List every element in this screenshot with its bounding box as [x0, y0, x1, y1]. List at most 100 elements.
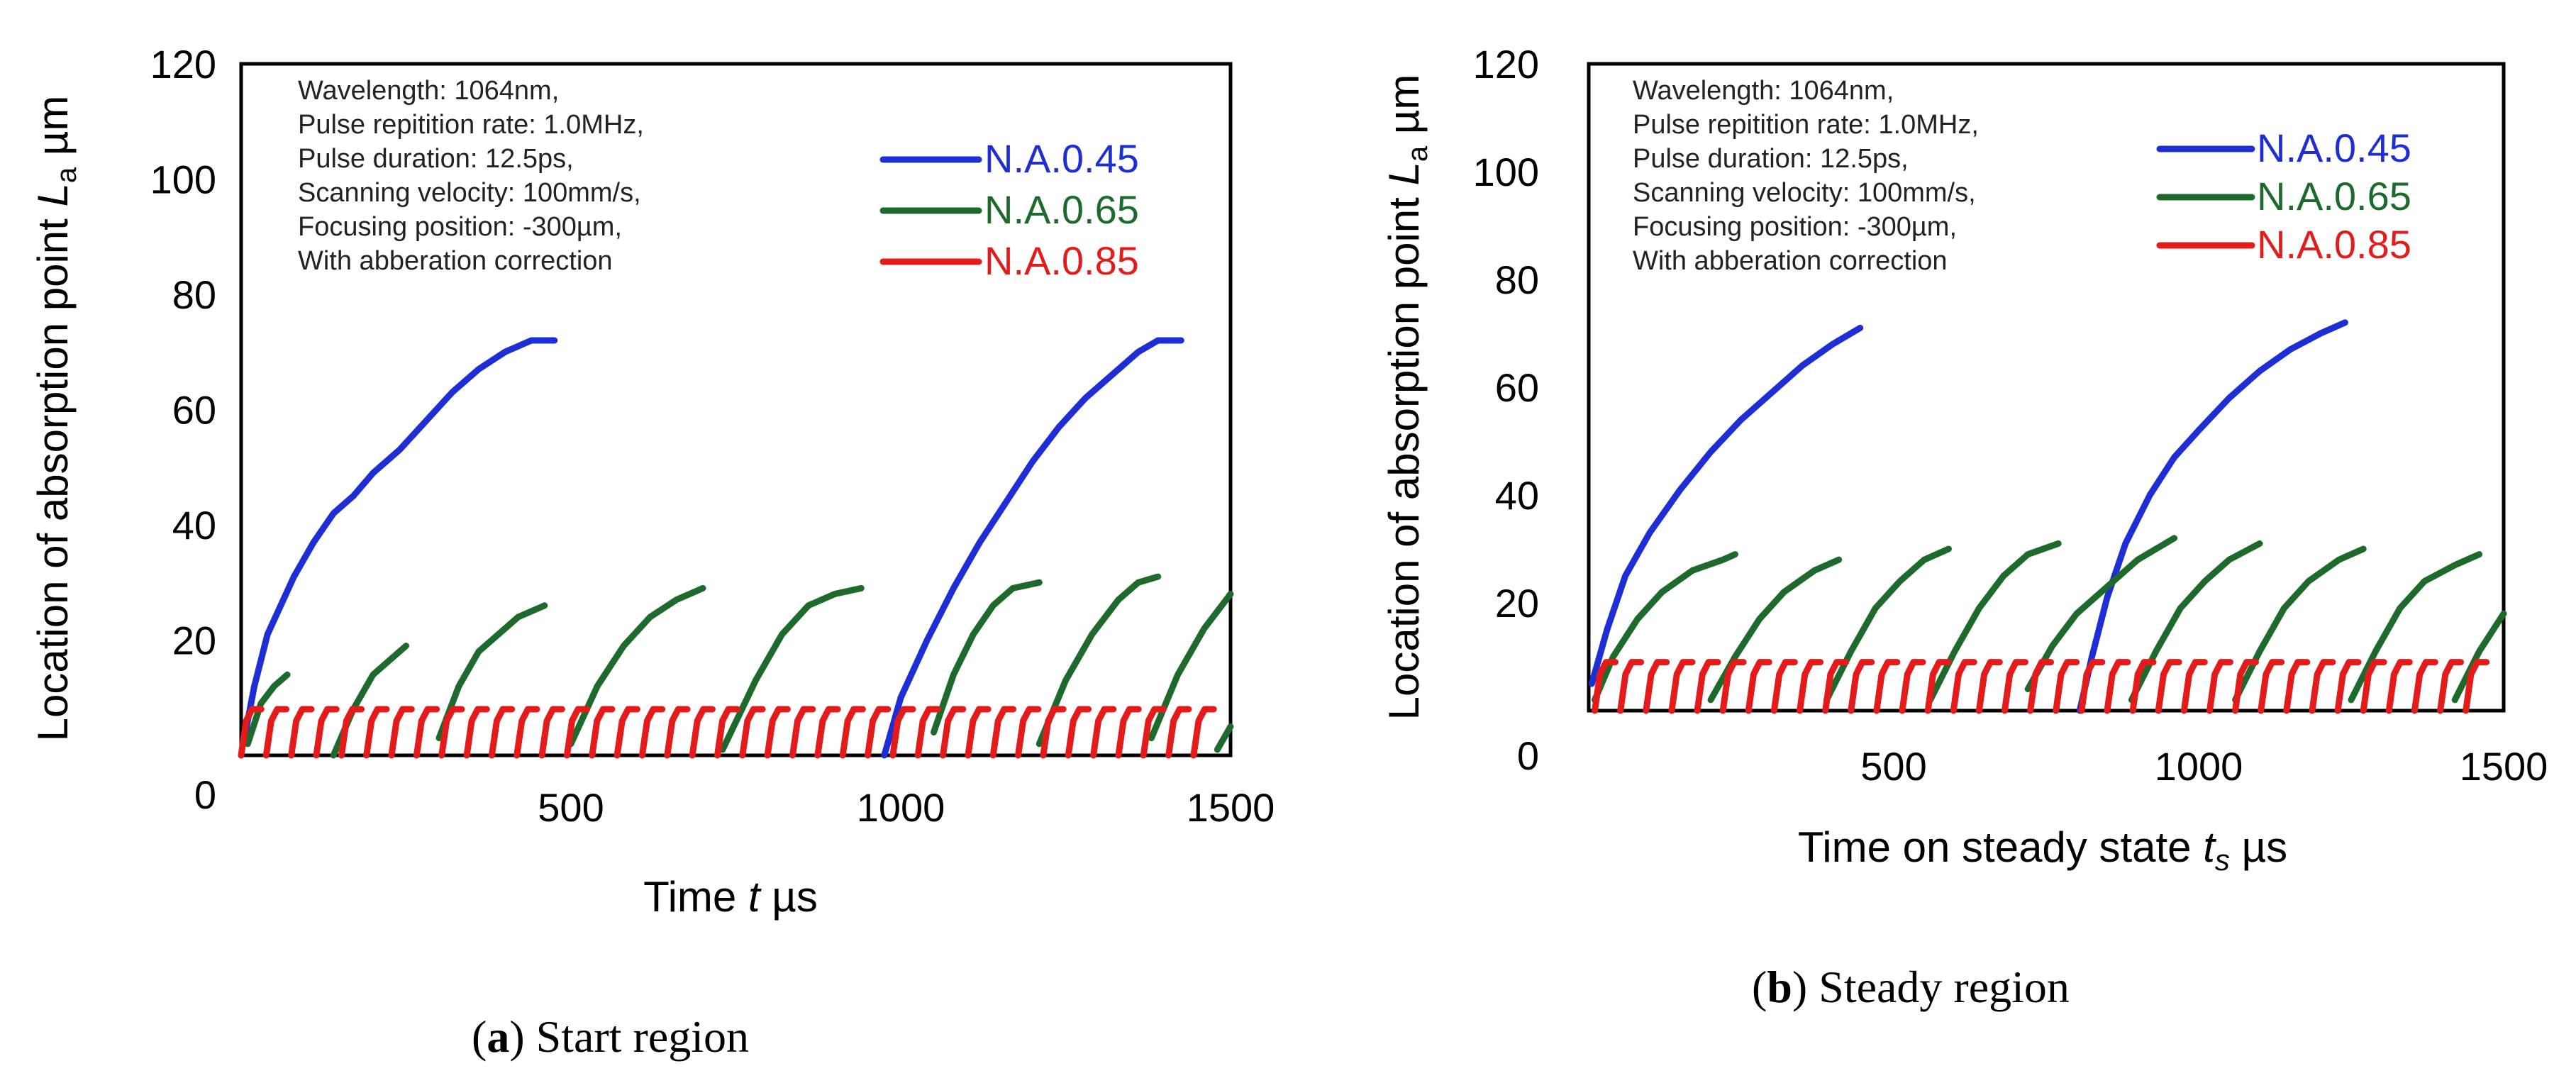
series-line-n-a-0-85: [1090, 706, 1117, 759]
y-tick-label: 120: [1473, 42, 1539, 87]
x-tick-label: 500: [538, 785, 604, 830]
series-line-n-a-0-85: [814, 706, 841, 759]
series-line-n-a-0-85: [1899, 659, 1926, 714]
series-line-n-a-0-85: [2078, 659, 2106, 714]
series-line-n-a-0-65: [719, 584, 865, 753]
x-tick-label: 500: [1860, 744, 1926, 789]
panel-a-chart: 0 20 40 60 80 100 120 500 1000 1500 Wavelength: …: [29, 42, 1275, 921]
y-tick-label: 20: [1495, 581, 1539, 626]
series-line-n-a-0-85: [865, 706, 892, 759]
series-line-n-a-0-85: [1745, 659, 1772, 714]
series-line-n-a-0-85: [1770, 659, 1798, 714]
panel-b-legend: N.A.0.45N.A.0.65N.A.0.85: [2156, 126, 2411, 267]
series-line-n-a-0-85: [2360, 659, 2387, 714]
y-tick-label: 40: [1495, 473, 1539, 518]
series-line-n-a-0-85: [288, 706, 315, 759]
series-line-n-a-0-85: [839, 706, 866, 759]
series-line-n-a-0-85: [262, 706, 290, 759]
series-line-n-a-0-85: [638, 706, 666, 759]
panel-a-x-axis-label: Time t µs: [643, 873, 818, 921]
series-line-n-a-0-85: [2104, 659, 2131, 714]
panel-a-y-ticks: 0 20 40 60 80 100 120: [150, 42, 216, 817]
series-line-n-a-0-85: [2283, 659, 2311, 714]
series-line-n-a-0-85: [2027, 659, 2054, 714]
panel-b-y-ticks: 0 20 40 60 80 100 120: [1473, 42, 1539, 778]
series-line-n-a-0-85: [664, 706, 691, 759]
annotation-line: Pulse duration: 12.5ps,: [1633, 144, 1909, 174]
panel-b-series-layer: [1588, 319, 2507, 714]
annotation-line: With abberation correction: [1633, 246, 1948, 276]
x-tick-label: 1500: [1187, 785, 1275, 830]
series-line-n-a-0-65: [1214, 723, 1234, 753]
series-line-n-a-0-85: [1694, 659, 1721, 714]
series-line-n-a-0-85: [2129, 659, 2157, 714]
series-line-n-a-0-85: [1797, 659, 1823, 714]
series-line-n-a-0-65: [2348, 551, 2483, 704]
series-line-n-a-0-85: [2334, 659, 2362, 714]
y-tick-label: 100: [150, 157, 216, 202]
series-line-n-a-0-85: [2385, 659, 2413, 714]
annotation-line: Pulse duration: 12.5ps,: [298, 144, 574, 174]
x-tick-label: 1000: [2155, 744, 2243, 789]
annotation-line: Wavelength: 1064nm,: [1633, 76, 1894, 106]
series-line-n-a-0-85: [438, 706, 465, 759]
series-line-n-a-0-65: [1036, 573, 1162, 748]
series-line-n-a-0-85: [1617, 659, 1645, 714]
series-line-n-a-0-85: [1950, 659, 1977, 714]
series-line-n-a-0-85: [2437, 659, 2464, 714]
annotation-line: Pulse repitition rate: 1.0MHz,: [298, 110, 644, 140]
series-line-n-a-0-85: [1975, 659, 2003, 714]
panel-a-annotation: Wavelength: 1064nm, Pulse repitition rate…: [298, 76, 644, 276]
y-tick-label: 60: [172, 388, 216, 433]
series-line-n-a-0-85: [2411, 659, 2438, 714]
series-line-n-a-0-85: [513, 706, 540, 759]
legend-label: N.A.0.65: [984, 187, 1139, 232]
legend-label: N.A.0.85: [984, 238, 1139, 283]
series-line-n-a-0-85: [238, 706, 265, 759]
series-line-n-a-0-85: [1165, 706, 1192, 759]
annotation-line: With abberation correction: [298, 246, 613, 276]
series-line-n-a-0-85: [1873, 659, 1901, 714]
annotation-line: Focusing position: -300µm,: [1633, 212, 1957, 242]
annotation-line: Pulse repitition rate: 1.0MHz,: [1633, 110, 1979, 140]
series-line-n-a-0-85: [1140, 706, 1167, 759]
series-line-n-a-0-85: [2155, 659, 2182, 714]
series-line-n-a-0-65: [567, 584, 706, 748]
panel-a-series-layer: [238, 337, 1234, 759]
series-line-n-a-0-85: [1115, 706, 1142, 759]
series-line-n-a-0-65: [244, 671, 291, 748]
panel-a-legend: N.A.0.45 N.A.0.65 N.A.0.85: [879, 136, 1139, 283]
annotation-line: Scanning velocity: 100mm/s,: [1633, 178, 1976, 208]
series-line-n-a-0-65: [931, 579, 1043, 735]
annotation-line: Scanning velocity: 100mm/s,: [298, 178, 641, 208]
series-line-n-a-0-85: [2463, 659, 2490, 714]
panel-a-y-axis-label: Location of absorption point La µm: [29, 96, 82, 742]
y-tick-label: 0: [1517, 733, 1539, 778]
series-line-n-a-0-85: [914, 706, 941, 759]
series-line-n-a-0-85: [2002, 659, 2028, 714]
series-line-n-a-0-85: [2180, 659, 2208, 714]
panel-a-x-ticks: 500 1000 1500: [538, 785, 1275, 830]
series-line-n-a-0-85: [1065, 706, 1092, 759]
panel-b-caption: (b) Steady region: [1752, 962, 2070, 1012]
series-line-n-a-0-85: [1015, 706, 1042, 759]
series-line-n-a-0-85: [563, 706, 591, 759]
series-line-n-a-0-85: [1190, 706, 1217, 759]
legend-label: N.A.0.65: [2257, 174, 2411, 218]
y-tick-label: 80: [1495, 257, 1539, 302]
series-line-n-a-0-85: [313, 706, 340, 759]
series-line-n-a-0-85: [1848, 659, 1875, 714]
series-line-n-a-0-85: [338, 706, 365, 759]
series-line-n-a-0-85: [689, 706, 716, 759]
panel-b-x-axis-label: Time on steady state ts µs: [1798, 823, 2287, 877]
series-line-n-a-0-85: [739, 706, 766, 759]
series-line-n-a-0-85: [1668, 659, 1696, 714]
y-tick-label: 0: [194, 772, 216, 817]
series-line-n-a-0-85: [2232, 659, 2259, 714]
series-line-n-a-0-85: [2258, 659, 2285, 714]
series-line-n-a-0-85: [965, 706, 992, 759]
y-tick-label: 100: [1473, 150, 1539, 194]
series-line-n-a-0-85: [2053, 659, 2080, 714]
series-line-n-a-0-85: [1924, 659, 1952, 714]
